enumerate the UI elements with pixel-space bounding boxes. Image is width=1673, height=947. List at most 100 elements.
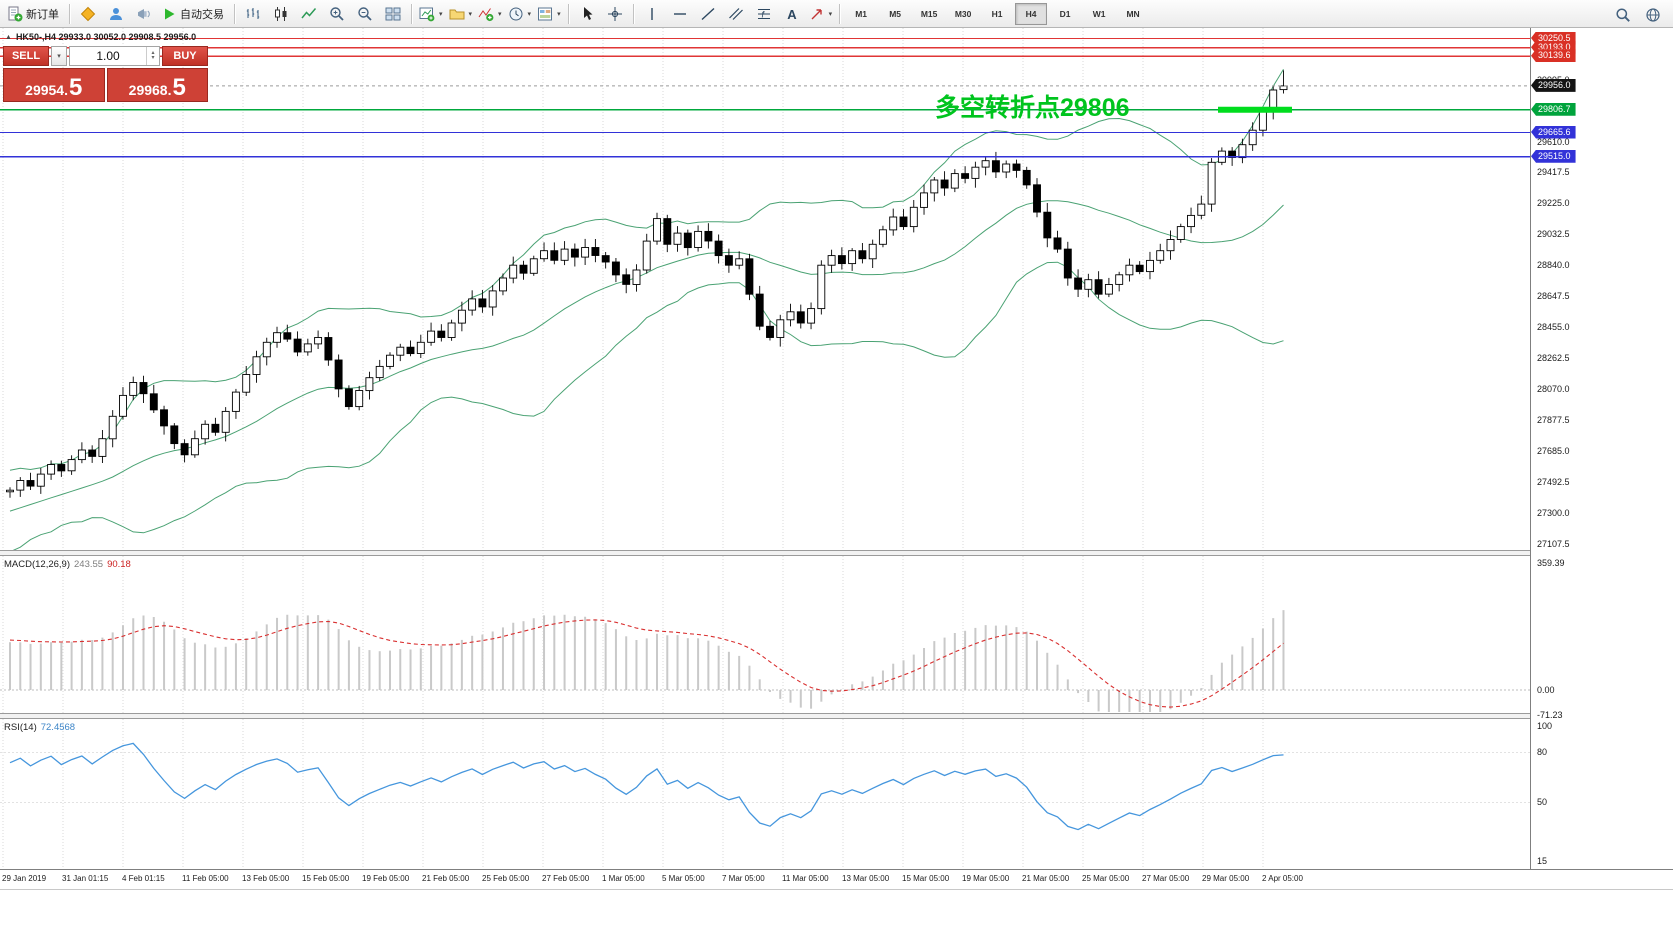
mql5-market-button[interactable] xyxy=(74,2,102,26)
periods-button[interactable]: ▾ xyxy=(505,2,535,26)
zoom-out-button[interactable] xyxy=(351,2,379,26)
broadcast-button[interactable] xyxy=(130,2,158,26)
panel-divider-macd[interactable] xyxy=(0,550,1673,556)
zoom-in-icon xyxy=(329,6,345,22)
lot-stepper[interactable]: ▴ ▾ xyxy=(146,47,159,65)
buy-price-display[interactable]: 29968. 5 xyxy=(106,68,208,102)
order-type-dropdown[interactable]: ▾ xyxy=(51,46,67,66)
time-axis-label: 5 Mar 05:00 xyxy=(662,874,705,883)
auto-trading-button[interactable]: 自动交易 xyxy=(158,2,230,26)
turning-point-annotation: 多空转折点29806 xyxy=(935,94,1130,122)
panel-divider-rsi[interactable] xyxy=(0,713,1673,719)
rsi-axis-label: 50 xyxy=(1537,797,1548,808)
macd-axis-label: -71.23 xyxy=(1537,710,1563,721)
candles-group xyxy=(6,70,1288,498)
symbol-ohlc-text: HK50-,H4 29933.0 30052.0 29908.5 29956.0 xyxy=(15,32,197,42)
timeframe-button-m15[interactable]: M15 xyxy=(920,8,938,19)
help-button[interactable] xyxy=(1639,3,1667,27)
price-flag: 29956.0 xyxy=(1531,78,1576,92)
rsi-value: 72.4568 xyxy=(40,722,76,733)
lot-size-field[interactable]: 1.00 ▴ ▾ xyxy=(69,46,160,66)
chevron-down-icon[interactable]: ▾ xyxy=(468,10,473,18)
rsi-panel-canvas[interactable] xyxy=(0,719,1530,869)
trendline-icon xyxy=(700,6,716,22)
time-axis-label: 15 Feb 05:00 xyxy=(302,874,350,883)
horizontal-line-icon xyxy=(672,6,688,22)
arrows-button[interactable]: ▾ xyxy=(806,2,836,26)
person-icon xyxy=(108,6,124,22)
bar-chart-button[interactable] xyxy=(239,2,267,26)
price-digits: 29968. xyxy=(128,82,172,98)
equidistant-channel-button[interactable] xyxy=(722,2,750,26)
time-axis-label: 15 Mar 05:00 xyxy=(902,874,950,883)
fibonacci-button[interactable]: f xyxy=(750,2,778,26)
time-axis-label: 21 Mar 05:00 xyxy=(1022,874,1070,883)
price-axis-label: 28455.0 xyxy=(1537,322,1570,333)
zoom-in-button[interactable] xyxy=(323,2,351,26)
price-axis-label: 29032.5 xyxy=(1537,229,1570,240)
new-chart-button[interactable]: ▾ xyxy=(416,2,446,26)
chevron-down-icon[interactable]: ▾ xyxy=(527,10,532,18)
megaphone-icon xyxy=(136,6,152,22)
tile-windows-button[interactable] xyxy=(379,2,407,26)
text-label-button[interactable]: A xyxy=(778,2,806,26)
search-button[interactable] xyxy=(1609,3,1637,27)
templates-button[interactable]: ▾ xyxy=(534,2,564,26)
vertical-line-button[interactable] xyxy=(638,2,666,26)
timeframe-button-mn[interactable]: MN xyxy=(1126,8,1140,19)
price-flag: 29806.7 xyxy=(1531,102,1576,116)
macd-label: MACD(12,26,9) 243.55 90.18 xyxy=(4,559,131,570)
crosshair-button[interactable] xyxy=(601,2,629,26)
candlestick-chart-button[interactable] xyxy=(267,2,295,26)
stepper-down-icon[interactable]: ▾ xyxy=(151,55,155,61)
indicators-button[interactable]: ▾ xyxy=(475,2,505,26)
bar-chart-icon xyxy=(245,6,261,22)
tile-windows-icon xyxy=(385,6,401,22)
rsi-line xyxy=(9,742,1284,831)
timeframe-button-d1[interactable]: D1 xyxy=(1059,8,1071,19)
price-axis-label: 29610.0 xyxy=(1537,136,1570,147)
chevron-down-icon[interactable]: ▾ xyxy=(439,10,443,18)
chevron-down-icon[interactable]: ▾ xyxy=(498,10,502,18)
macd-panel-canvas[interactable] xyxy=(0,556,1530,713)
search-icon xyxy=(1615,7,1631,23)
price-axis-label: 27107.5 xyxy=(1537,538,1570,549)
bollinger-lower-line xyxy=(12,261,1284,550)
new-order-button[interactable]: 新订单 xyxy=(4,2,65,26)
diamond-icon xyxy=(80,6,96,22)
sell-price-display[interactable]: 29954. 5 xyxy=(3,68,105,102)
rsi-label: RSI(14) 72.4568 xyxy=(4,722,75,733)
horizontal-line-button[interactable] xyxy=(666,2,694,26)
timeframe-button-m5[interactable]: M5 xyxy=(889,8,901,19)
rsi-axis-label: 100 xyxy=(1537,721,1553,731)
chevron-down-icon[interactable]: ▾ xyxy=(557,10,561,18)
price-axis[interactable]: 29995.029610.029417.529225.029032.528840… xyxy=(1530,28,1673,890)
time-axis-label: 29 Mar 05:00 xyxy=(1202,874,1250,883)
community-button[interactable] xyxy=(102,2,130,26)
price-axis-label: 27300.0 xyxy=(1537,507,1570,518)
trendline-button[interactable] xyxy=(694,2,722,26)
chevron-down-icon[interactable]: ▾ xyxy=(828,10,833,18)
timeframe-button-m30[interactable]: M30 xyxy=(954,8,972,19)
timeframe-button-w1[interactable]: W1 xyxy=(1092,8,1106,19)
time-axis[interactable]: 29 Jan 2019 31 Jan 01:15 4 Feb 01:15 11 Feb… xyxy=(0,869,1673,890)
profiles-button[interactable]: ▾ xyxy=(446,2,476,26)
rsi-name: RSI(14) xyxy=(4,722,37,733)
price-flag: 29665.6 xyxy=(1531,125,1576,139)
buy-button[interactable]: BUY xyxy=(162,46,208,66)
timeframe-button-m1[interactable]: M1 xyxy=(855,8,867,19)
price-digits: 29954. xyxy=(25,82,68,98)
time-axis-label: 21 Feb 05:00 xyxy=(422,874,470,883)
profiles-icon xyxy=(449,6,465,22)
main-chart-canvas[interactable] xyxy=(0,28,1530,550)
line-chart-button[interactable] xyxy=(295,2,323,26)
new-order-icon xyxy=(7,6,23,22)
chevron-down-icon: ▾ xyxy=(57,53,61,60)
timeframe-button-h1[interactable]: H1 xyxy=(991,8,1003,19)
cursor-button[interactable] xyxy=(573,2,601,26)
stepper-up-icon[interactable]: ▴ xyxy=(151,50,155,56)
sell-button[interactable]: SELL xyxy=(3,46,49,66)
timeframe-button-h4[interactable]: H4 xyxy=(1015,2,1048,25)
candle-chart-icon xyxy=(273,6,289,22)
